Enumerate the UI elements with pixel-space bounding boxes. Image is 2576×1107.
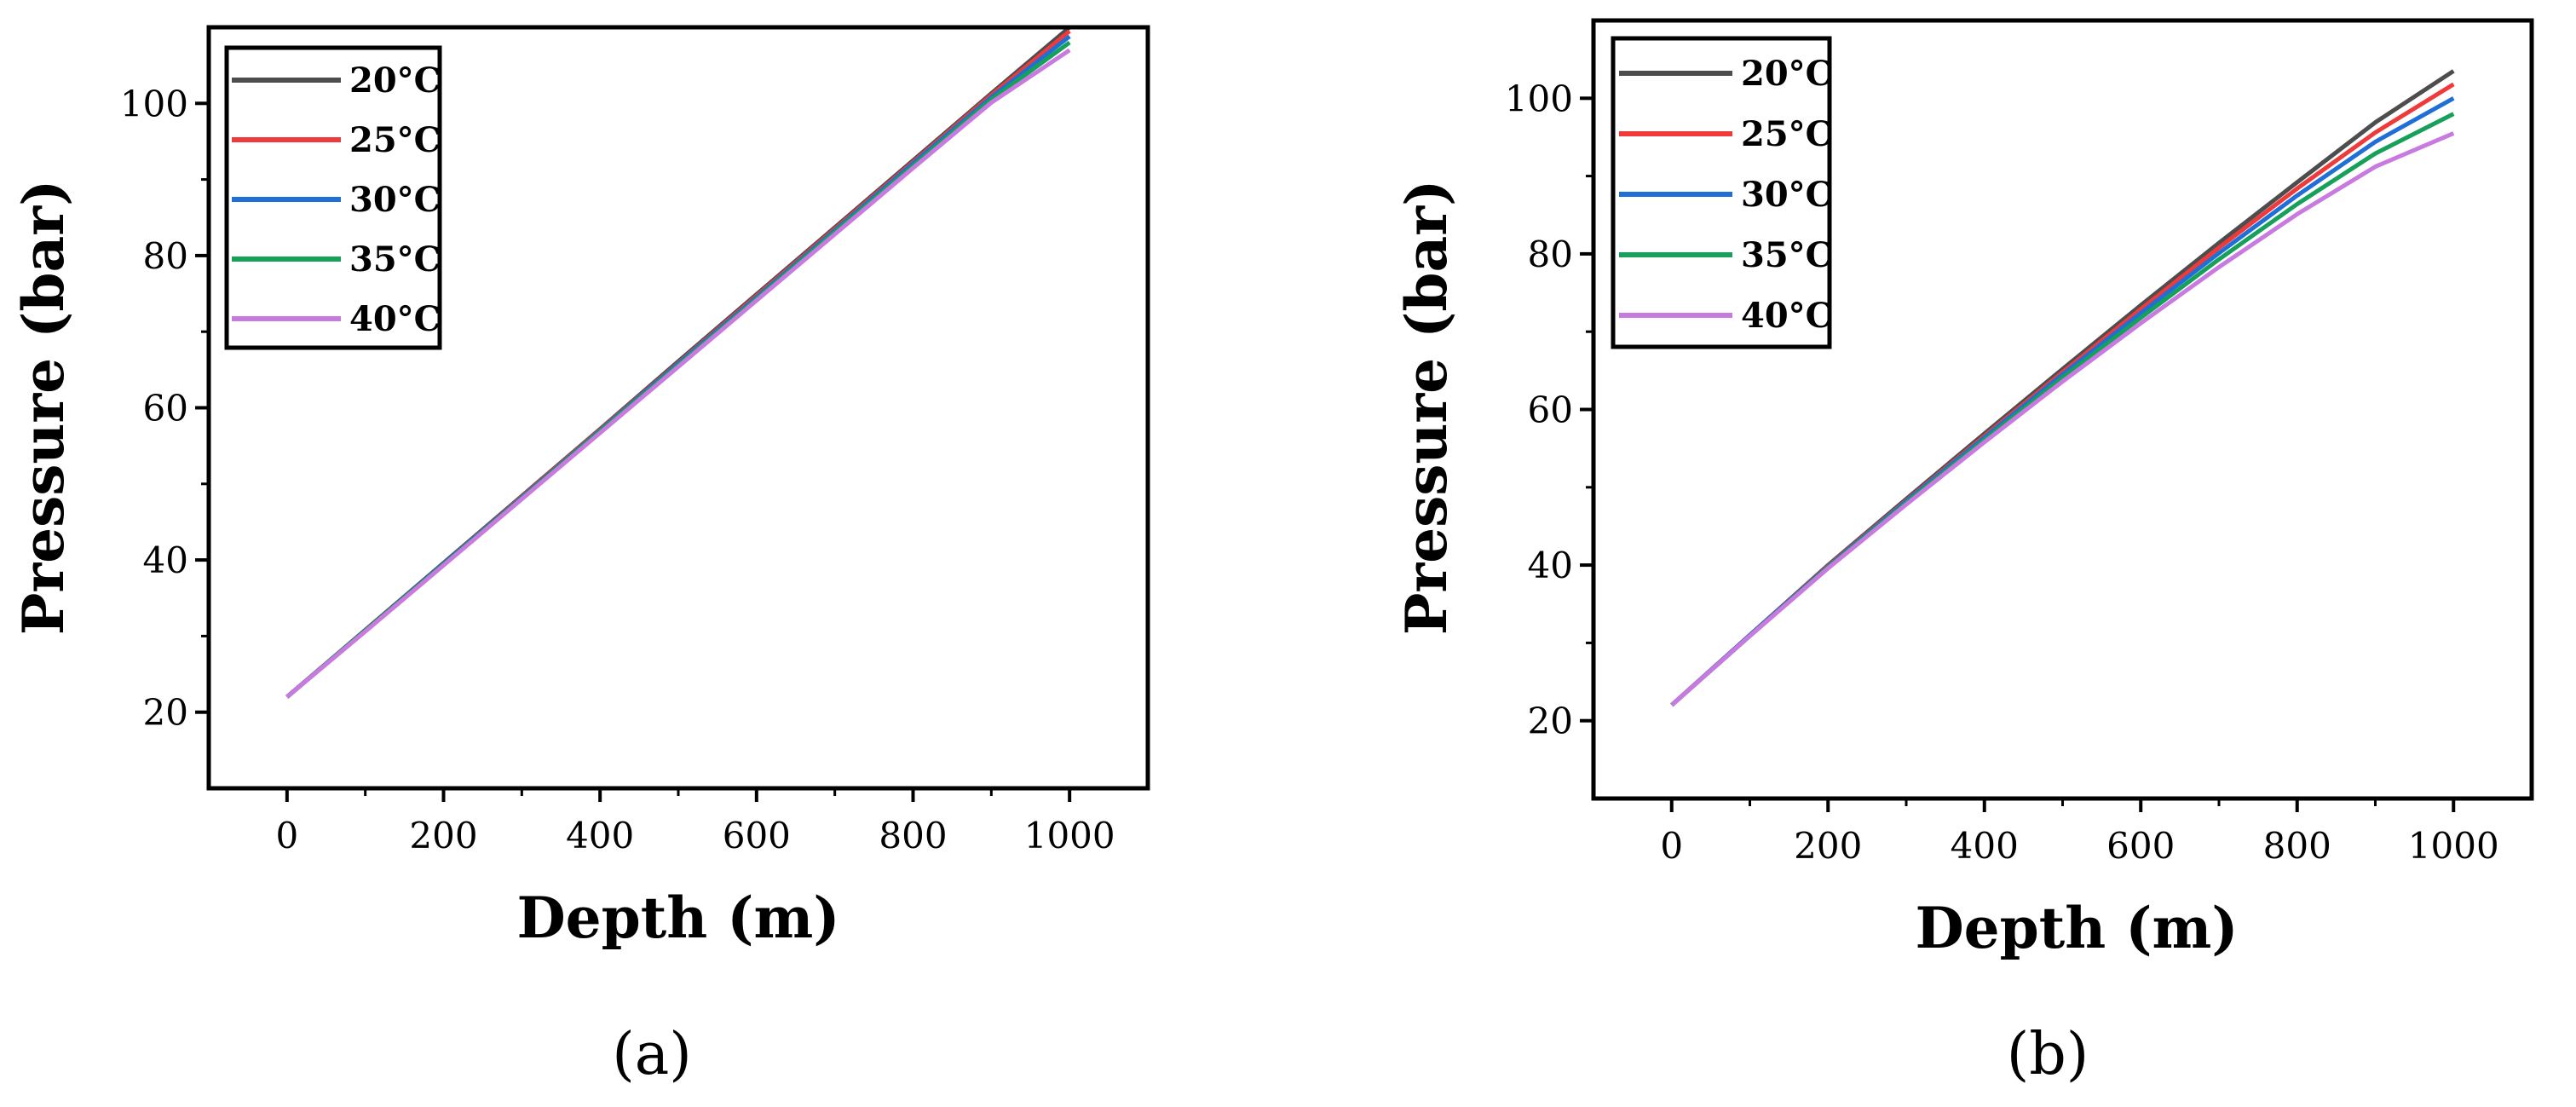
x-tick-label-b: 800 bbox=[2263, 825, 2331, 867]
y-tick-label-b: 100 bbox=[1505, 78, 1573, 119]
x-tick-label-a: 1000 bbox=[1024, 815, 1115, 856]
legend-label-b-4: 40°C bbox=[1741, 296, 1833, 336]
y-axis-title-a: Pressure (bar) bbox=[10, 180, 77, 636]
ticks-a: 0 200 400 600 800 1000 20 40 60 80 100 bbox=[120, 83, 1115, 856]
series-line-a-4 bbox=[285, 48, 1071, 699]
legend-b: 20°C 25°C 30°C 35°C 40°C bbox=[1611, 36, 1833, 349]
x-tick-label-b: 200 bbox=[1794, 825, 1862, 867]
legend-label-b-3: 35°C bbox=[1741, 235, 1833, 275]
x-axis-title-a: Depth (m) bbox=[516, 885, 839, 951]
x-axis-title-b: Depth (m) bbox=[1915, 895, 2238, 961]
panel-label-b: (b) bbox=[2007, 1021, 2089, 1088]
legend-label-a-4: 40°C bbox=[349, 299, 441, 339]
series-lines-b bbox=[1670, 69, 2455, 707]
series-line-b-4 bbox=[1670, 131, 2455, 707]
y-tick-label-b: 60 bbox=[1528, 389, 1573, 431]
panel-label-a: (a) bbox=[612, 1021, 692, 1088]
legend-label-a-0: 20°C bbox=[349, 61, 441, 101]
y-axis-title-b: Pressure (bar) bbox=[1393, 180, 1460, 636]
y-tick-label-b: 20 bbox=[1528, 701, 1573, 742]
y-tick-label-a: 60 bbox=[143, 388, 188, 430]
x-tick-label-a: 400 bbox=[566, 815, 634, 856]
legend-a: 20°C 25°C 30°C 35°C 40°C bbox=[224, 45, 442, 350]
plot-frame-b bbox=[1591, 18, 2534, 801]
x-tick-label-a: 600 bbox=[723, 815, 791, 856]
ticks-b: 0 200 400 600 800 1000 20 40 60 80 100 bbox=[1505, 78, 2499, 867]
legend-label-a-3: 35°C bbox=[349, 239, 441, 280]
plot-frame-a bbox=[206, 25, 1150, 791]
y-tick-label-a: 100 bbox=[120, 83, 188, 124]
y-tick-label-b: 80 bbox=[1528, 234, 1573, 275]
y-tick-label-a: 40 bbox=[143, 539, 188, 581]
legend-label-a-1: 25°C bbox=[349, 120, 441, 160]
y-tick-label-a: 20 bbox=[143, 692, 188, 734]
x-tick-label-b: 600 bbox=[2106, 825, 2175, 867]
x-tick-label-a: 800 bbox=[879, 815, 947, 856]
x-tick-label-a: 200 bbox=[409, 815, 477, 856]
x-tick-label-b: 400 bbox=[1951, 825, 2019, 867]
legend-label-b-2: 30°C bbox=[1741, 175, 1833, 215]
x-tick-label-b: 0 bbox=[1660, 825, 1683, 867]
chart-panel-b: 0 200 400 600 800 1000 20 40 60 80 100 20°C 25°C 30°… bbox=[1393, 18, 2534, 1088]
legend-label-b-1: 25°C bbox=[1741, 114, 1833, 154]
x-tick-label-b: 1000 bbox=[2408, 825, 2499, 867]
y-tick-label-b: 40 bbox=[1528, 545, 1573, 586]
x-tick-label-a: 0 bbox=[275, 815, 298, 856]
chart-panel-a: 0 200 400 600 800 1000 20 40 60 80 100 20°C 25°C 30°… bbox=[10, 25, 1150, 1088]
y-tick-label-a: 80 bbox=[143, 235, 188, 277]
legend-label-b-0: 20°C bbox=[1741, 54, 1833, 94]
series-lines-a bbox=[285, 26, 1071, 699]
legend-label-a-2: 30°C bbox=[349, 180, 441, 220]
